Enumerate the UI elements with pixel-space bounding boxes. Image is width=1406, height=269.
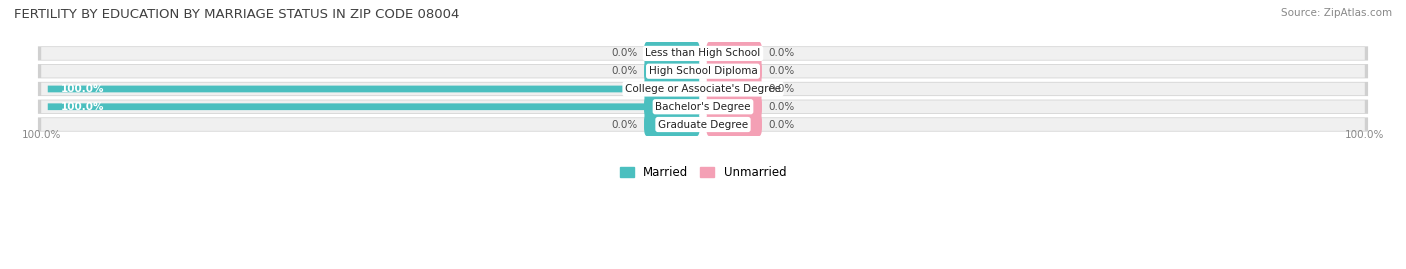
FancyBboxPatch shape bbox=[706, 77, 762, 101]
FancyBboxPatch shape bbox=[644, 113, 700, 136]
Text: 100.0%: 100.0% bbox=[1346, 130, 1385, 140]
FancyBboxPatch shape bbox=[41, 118, 1365, 131]
Text: 0.0%: 0.0% bbox=[612, 66, 637, 76]
Text: High School Diploma: High School Diploma bbox=[648, 66, 758, 76]
FancyBboxPatch shape bbox=[41, 47, 1365, 60]
FancyBboxPatch shape bbox=[38, 46, 1368, 61]
Text: 100.0%: 100.0% bbox=[60, 102, 104, 112]
Text: FERTILITY BY EDUCATION BY MARRIAGE STATUS IN ZIP CODE 08004: FERTILITY BY EDUCATION BY MARRIAGE STATU… bbox=[14, 8, 460, 21]
FancyBboxPatch shape bbox=[48, 103, 703, 110]
FancyBboxPatch shape bbox=[38, 64, 1368, 78]
Text: 0.0%: 0.0% bbox=[769, 119, 794, 129]
Text: 0.0%: 0.0% bbox=[769, 84, 794, 94]
FancyBboxPatch shape bbox=[644, 42, 700, 65]
FancyBboxPatch shape bbox=[38, 100, 1368, 114]
Text: Graduate Degree: Graduate Degree bbox=[658, 119, 748, 129]
FancyBboxPatch shape bbox=[706, 42, 762, 65]
FancyBboxPatch shape bbox=[644, 95, 700, 119]
Legend: Married, Unmarried: Married, Unmarried bbox=[620, 166, 786, 179]
FancyBboxPatch shape bbox=[41, 83, 1365, 95]
Text: College or Associate's Degree: College or Associate's Degree bbox=[626, 84, 780, 94]
Text: Bachelor's Degree: Bachelor's Degree bbox=[655, 102, 751, 112]
Text: 0.0%: 0.0% bbox=[612, 48, 637, 58]
FancyBboxPatch shape bbox=[38, 117, 1368, 132]
FancyBboxPatch shape bbox=[644, 77, 700, 101]
FancyBboxPatch shape bbox=[706, 113, 762, 136]
Text: 100.0%: 100.0% bbox=[21, 130, 60, 140]
Text: Source: ZipAtlas.com: Source: ZipAtlas.com bbox=[1281, 8, 1392, 18]
FancyBboxPatch shape bbox=[41, 65, 1365, 78]
FancyBboxPatch shape bbox=[38, 82, 1368, 96]
Text: 0.0%: 0.0% bbox=[612, 119, 637, 129]
FancyBboxPatch shape bbox=[644, 59, 700, 83]
FancyBboxPatch shape bbox=[706, 59, 762, 83]
FancyBboxPatch shape bbox=[706, 95, 762, 119]
FancyBboxPatch shape bbox=[41, 100, 1365, 113]
Text: 0.0%: 0.0% bbox=[769, 102, 794, 112]
FancyBboxPatch shape bbox=[48, 86, 703, 92]
Text: 0.0%: 0.0% bbox=[769, 48, 794, 58]
Text: Less than High School: Less than High School bbox=[645, 48, 761, 58]
Text: 100.0%: 100.0% bbox=[60, 84, 104, 94]
Text: 0.0%: 0.0% bbox=[769, 66, 794, 76]
